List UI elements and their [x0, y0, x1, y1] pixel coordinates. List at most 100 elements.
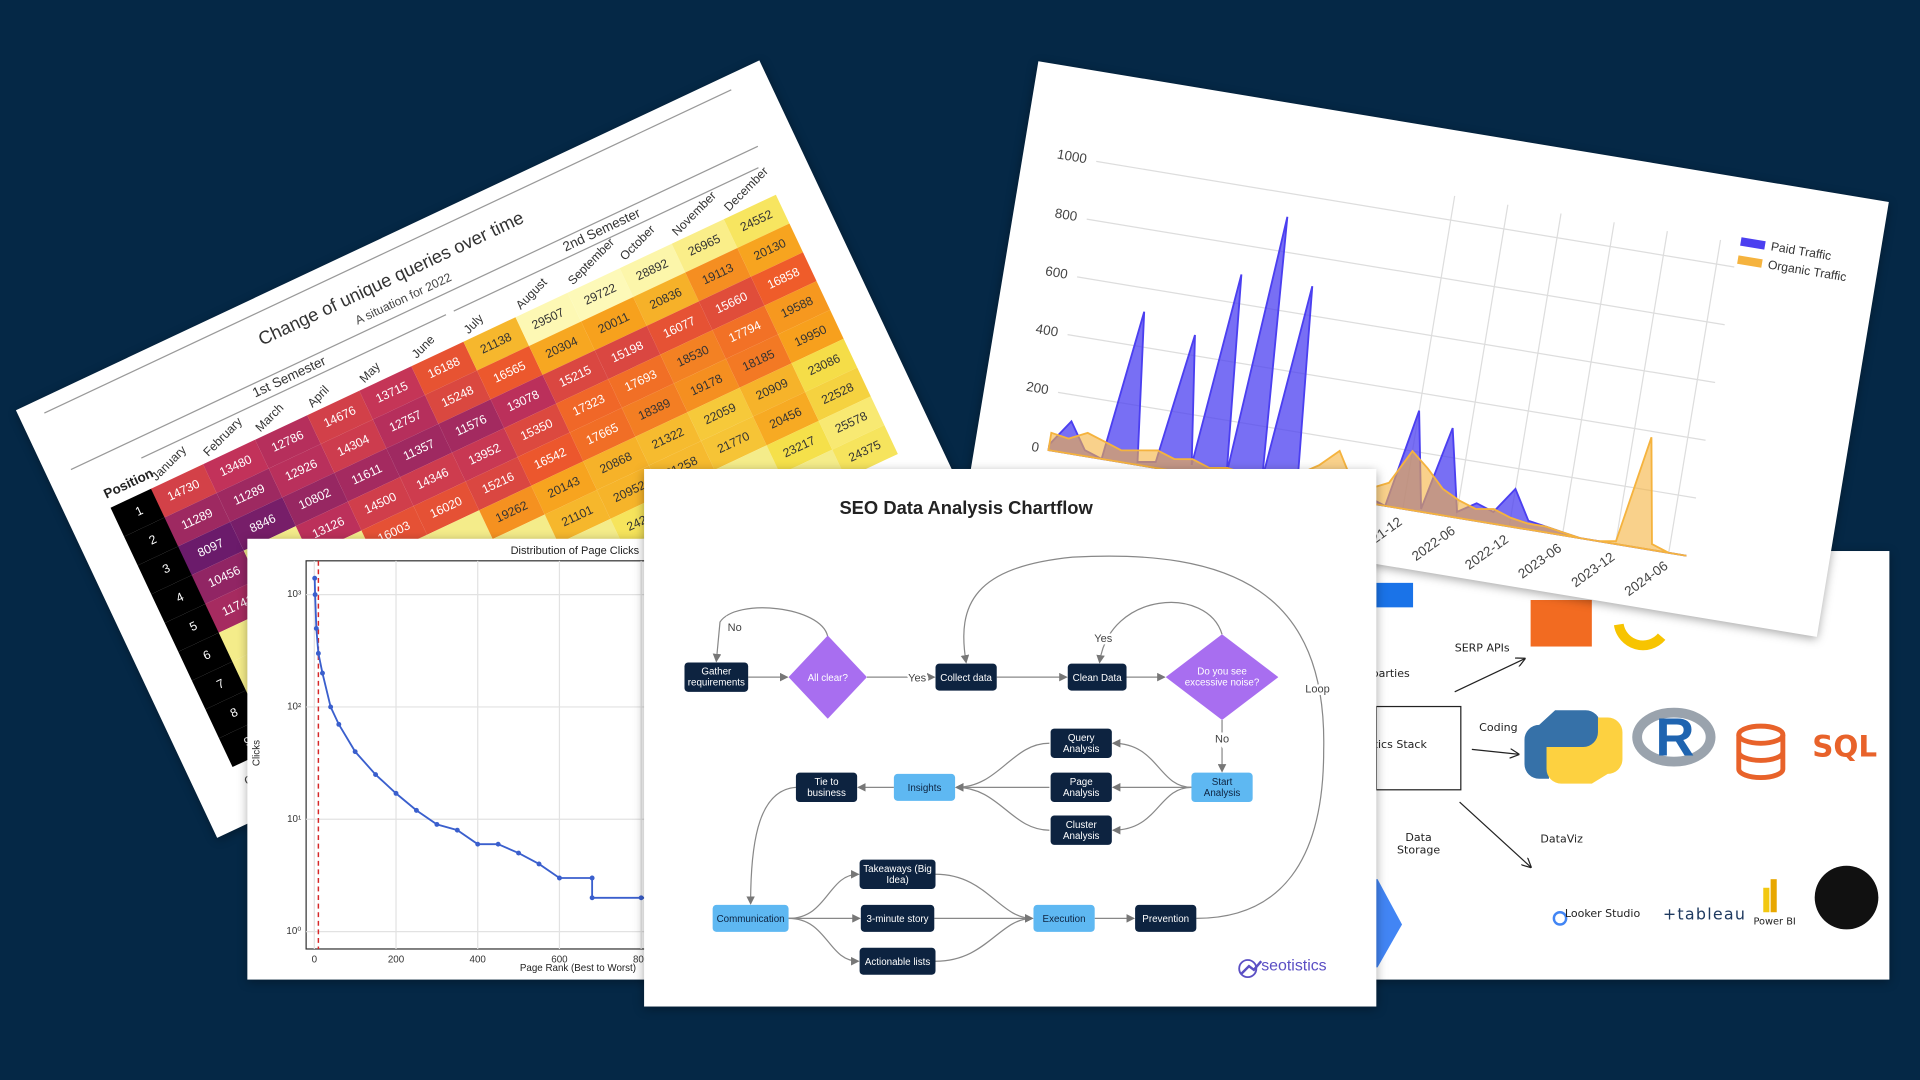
- edge-label: Yes: [908, 672, 926, 684]
- grid-line: [1067, 334, 1706, 441]
- heat-cell: [320, 419, 387, 473]
- y-tick-label: 10⁰: [286, 926, 301, 937]
- row-header-cell: [151, 574, 206, 623]
- heat-cell: [386, 423, 453, 478]
- heat-cell: [818, 396, 885, 450]
- heat-cell: [685, 248, 751, 302]
- data-point: [516, 850, 522, 856]
- heat-cell: [452, 428, 518, 482]
- heat-cell: [282, 472, 348, 527]
- arrow: [1471, 749, 1519, 754]
- logo: [1763, 887, 1770, 913]
- tool-label: lytics Stack: [1364, 739, 1427, 752]
- arrow: [1454, 659, 1525, 693]
- x-tick-label: 2024-06: [1622, 558, 1671, 599]
- sql-logo: [1736, 723, 1786, 746]
- tool-label: R: [1655, 707, 1695, 768]
- tool-label: Power BI: [1753, 915, 1796, 927]
- heat-cell: [753, 392, 819, 446]
- chart-title: Distribution of Page Clicks: [511, 545, 640, 557]
- row-header-cell: [191, 661, 247, 710]
- heat-cell: [399, 452, 466, 506]
- process-node: Tie to business: [795, 772, 858, 803]
- tools-art: [1346, 582, 1879, 968]
- edges: [712, 555, 1325, 966]
- flow-title: SEO Data Analysis Chartflow: [839, 497, 1093, 518]
- edge-label: Yes: [1094, 633, 1112, 645]
- edge-label: Loop: [1305, 683, 1330, 695]
- grid-line: [1668, 239, 1722, 553]
- y-tick-label: 10³: [287, 589, 302, 600]
- heat-cell: [671, 219, 738, 273]
- edge-label: No: [728, 622, 742, 634]
- row-header-cell: [178, 632, 233, 681]
- x-axis-label: Page Rank (Best to Worst): [520, 963, 636, 974]
- process-node: Execution: [1033, 904, 1095, 932]
- data-point: [475, 841, 481, 847]
- row-header-cell: [164, 603, 220, 652]
- process-node: Collect data: [935, 663, 997, 691]
- data-point: [315, 650, 321, 656]
- tool-label: SQL: [1812, 729, 1878, 765]
- heat-cell: [255, 415, 321, 469]
- grid-line: [1086, 218, 1725, 326]
- heat-cell: [531, 461, 597, 515]
- heat-cell: [164, 493, 231, 547]
- data-point: [495, 841, 501, 847]
- row-header-cell: [205, 690, 260, 739]
- logo: [1613, 623, 1666, 651]
- x-tick-label: 2023-12: [1569, 549, 1618, 590]
- heat-cell: [191, 550, 258, 604]
- arrow: [1459, 801, 1531, 867]
- heat-cell: [203, 439, 269, 494]
- heat-cell: [216, 468, 283, 522]
- logo: [1530, 600, 1592, 647]
- heat-cell: [778, 309, 844, 364]
- heat-cell: [529, 321, 595, 375]
- heat-cell: [621, 383, 688, 437]
- heat-cell: [359, 366, 425, 420]
- heat-cell: [805, 367, 871, 421]
- y-tick-label: 400: [1035, 321, 1060, 339]
- y-tick-label: 600: [1044, 263, 1069, 281]
- data-point: [589, 895, 595, 901]
- data-point: [373, 772, 379, 778]
- heat-cell: [832, 425, 898, 479]
- grid-line: [1057, 391, 1697, 499]
- heat-cell: [490, 374, 557, 429]
- heat-cell: [268, 444, 335, 498]
- heat-cell: [334, 448, 400, 502]
- brand-icon: [1240, 960, 1263, 975]
- heat-cell: [583, 436, 649, 491]
- brand: seotistics: [1261, 957, 1326, 974]
- tool-label: Looker Studio: [1564, 908, 1641, 921]
- heat-cell: [569, 407, 636, 462]
- heat-cell: [347, 477, 414, 531]
- heat-cell: [567, 268, 634, 322]
- rule: [70, 145, 759, 471]
- data-line: [313, 578, 652, 899]
- process-node: Actionable lists: [859, 947, 936, 975]
- data-point: [336, 721, 342, 727]
- brand-icon: [1238, 959, 1258, 979]
- log-panel: 0 200 400 600 800 10⁰ 10¹ 10² 10³ Distribution of…: [247, 538, 652, 980]
- data-point: [434, 821, 440, 827]
- heat-cell: [307, 390, 373, 445]
- process-node: 3-minute story: [860, 904, 935, 932]
- data-point: [556, 875, 562, 881]
- y-tick-label: 10²: [287, 702, 302, 713]
- heat-cell: [791, 338, 858, 393]
- x-tick-label: 800: [633, 955, 650, 966]
- heat-cell: [438, 399, 505, 453]
- group-rule: [141, 314, 447, 459]
- tool-label: +tableau: [1662, 906, 1747, 925]
- heat-cell: [479, 485, 545, 540]
- heat-cell: [504, 403, 570, 457]
- y-tick-label: 1000: [1056, 147, 1088, 167]
- legend-swatch: [1740, 237, 1766, 250]
- heat-cell: [150, 464, 217, 518]
- plot-frame: [305, 560, 652, 950]
- python-logo: [1546, 717, 1623, 784]
